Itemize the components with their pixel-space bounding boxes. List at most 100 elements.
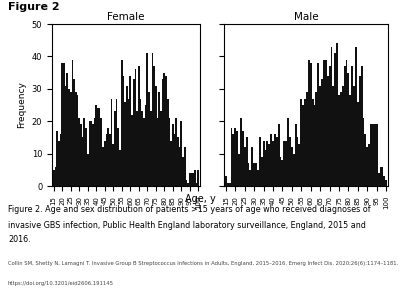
Bar (196, 183, 198, 186)
Bar (242, 131, 244, 186)
Bar (157, 118, 158, 186)
Y-axis label: Frequency: Frequency (17, 82, 26, 128)
Bar (72, 60, 73, 186)
Bar (63, 63, 65, 186)
Bar (276, 137, 278, 186)
Bar (246, 137, 248, 186)
Bar (146, 53, 148, 186)
Bar (128, 98, 130, 186)
Title: Female: Female (107, 12, 145, 22)
Bar (227, 183, 229, 186)
Bar (364, 134, 366, 186)
Bar (296, 137, 298, 186)
Bar (255, 163, 257, 186)
Bar (116, 98, 118, 186)
Bar (136, 112, 138, 186)
Bar (126, 85, 128, 186)
Bar (121, 60, 122, 186)
Bar (244, 147, 246, 186)
Bar (385, 179, 387, 186)
Bar (145, 105, 146, 186)
Bar (102, 147, 104, 186)
Bar (99, 108, 100, 186)
Bar (376, 124, 378, 186)
Bar (330, 47, 332, 186)
Bar (302, 105, 304, 186)
Bar (164, 73, 165, 186)
Bar (141, 112, 143, 186)
Bar (317, 63, 319, 186)
Bar (65, 85, 66, 186)
Bar (143, 118, 145, 186)
Bar (253, 163, 255, 186)
Text: Figure 2: Figure 2 (8, 2, 60, 11)
Bar (293, 154, 295, 186)
Bar (119, 150, 121, 186)
Bar (77, 95, 78, 186)
Bar (332, 85, 334, 186)
Bar (66, 73, 68, 186)
Bar (378, 173, 380, 186)
Text: Collin SM, Shetty N, Lamagni T. Invasive Group B Streptococcus Infections in Adu: Collin SM, Shetty N, Lamagni T. Invasive… (8, 261, 398, 266)
Bar (321, 79, 323, 186)
Bar (370, 124, 372, 186)
Bar (314, 105, 316, 186)
Text: invasive GBS infection, Public Health England laboratory surveillance, England, : invasive GBS infection, Public Health En… (8, 220, 366, 230)
Bar (70, 92, 72, 186)
Bar (272, 141, 274, 186)
Bar (359, 76, 361, 186)
Bar (325, 60, 327, 186)
Bar (238, 154, 240, 186)
Bar (155, 85, 157, 186)
Bar (189, 173, 191, 186)
Bar (323, 60, 325, 186)
Bar (234, 128, 236, 186)
Bar (92, 124, 94, 186)
Bar (319, 85, 321, 186)
Bar (177, 137, 179, 186)
Bar (124, 102, 126, 186)
Bar (58, 141, 60, 186)
Bar (353, 85, 355, 186)
Bar (131, 115, 133, 186)
Text: Age, y: Age, y (185, 194, 215, 203)
Bar (348, 73, 349, 186)
Bar (109, 134, 111, 186)
Bar (133, 79, 134, 186)
Bar (150, 112, 152, 186)
Bar (60, 134, 61, 186)
Bar (80, 124, 82, 186)
Bar (334, 53, 336, 186)
Bar (289, 137, 291, 186)
Bar (172, 124, 174, 186)
Bar (53, 170, 54, 186)
Bar (274, 134, 276, 186)
Bar (152, 53, 153, 186)
Bar (192, 173, 194, 186)
Bar (357, 102, 359, 186)
Bar (75, 92, 77, 186)
Bar (266, 141, 268, 186)
Bar (73, 79, 75, 186)
Bar (94, 118, 95, 186)
Bar (229, 183, 230, 186)
Text: Figure 2. Age and sex distribution of patients >15 years of age who received dia: Figure 2. Age and sex distribution of pa… (8, 206, 371, 214)
Bar (90, 121, 92, 186)
Bar (316, 92, 317, 186)
Bar (306, 92, 308, 186)
Bar (287, 118, 289, 186)
Bar (186, 179, 187, 186)
Bar (342, 85, 344, 186)
Bar (278, 124, 280, 186)
Bar (261, 157, 263, 186)
Bar (118, 128, 119, 186)
Bar (130, 76, 131, 186)
Bar (138, 66, 140, 186)
Bar (372, 124, 374, 186)
Bar (191, 173, 192, 186)
Bar (251, 147, 253, 186)
Bar (100, 118, 102, 186)
Bar (329, 66, 330, 186)
Bar (225, 176, 227, 186)
Bar (264, 150, 266, 186)
